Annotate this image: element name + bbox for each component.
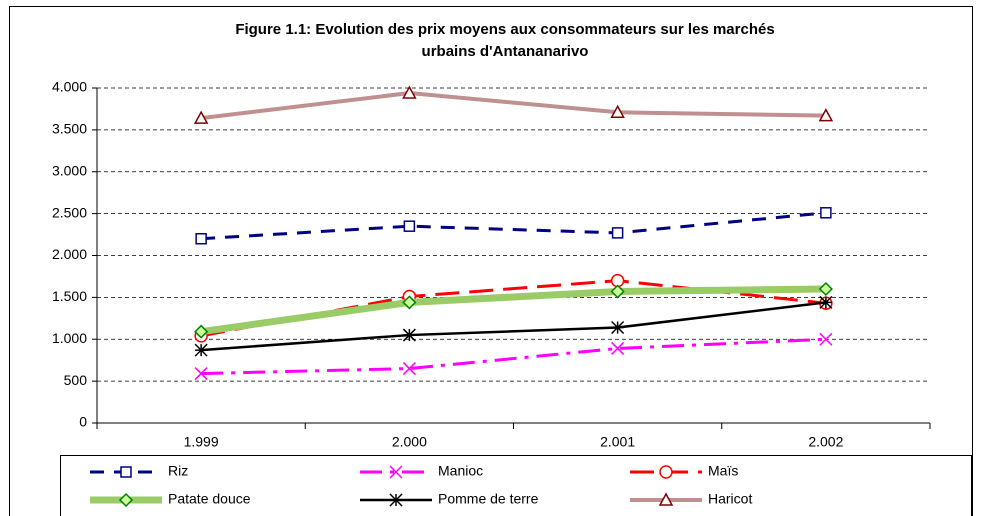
legend-box (60, 455, 972, 516)
marker (118, 492, 134, 508)
marker-part (118, 492, 134, 508)
marker-part (819, 332, 833, 346)
y-tick-label: 3.000 (52, 162, 87, 178)
x-tick-label: 2.002 (808, 434, 843, 450)
chart-subtitle: urbains d'Antananarivo (422, 43, 589, 60)
legend-label: Patate douce (168, 491, 251, 507)
marker-part (389, 465, 403, 479)
marker (818, 108, 834, 122)
series-line (201, 337, 826, 376)
marker (194, 324, 209, 339)
y-tick-label: 1.500 (52, 288, 87, 304)
chart-title: Figure 1.1: Evolution des prix moyens au… (235, 21, 774, 38)
y-tick-label: 500 (64, 372, 88, 388)
legend-label: Haricot (708, 491, 752, 507)
marker-part (194, 324, 209, 339)
marker (658, 492, 674, 506)
marker-part (194, 367, 208, 381)
series-line (200, 91, 826, 121)
legend-label: Riz (168, 463, 188, 479)
marker (402, 85, 417, 99)
marker (402, 328, 416, 342)
marker (819, 332, 833, 346)
marker (120, 466, 132, 478)
y-tick-label: 1.000 (52, 330, 87, 346)
marker (402, 362, 416, 376)
marker (819, 295, 833, 309)
marker-part (193, 110, 209, 124)
marker-part (820, 207, 832, 219)
x-tick-label: 1.999 (184, 434, 219, 450)
marker (610, 284, 625, 299)
legend-label: Maïs (708, 463, 738, 479)
marker (659, 465, 673, 479)
marker (194, 367, 208, 381)
marker (610, 104, 625, 119)
marker-part (120, 466, 132, 478)
chart-border (9, 6, 973, 516)
y-tick-label: 2.500 (52, 204, 87, 220)
marker-part (402, 85, 417, 99)
y-tick-label: 0 (79, 414, 87, 430)
marker (389, 493, 403, 507)
marker (611, 341, 625, 355)
y-tick-label: 4.000 (52, 79, 87, 95)
marker-part (610, 104, 625, 119)
marker-part (818, 108, 834, 122)
marker (195, 233, 207, 245)
marker (402, 295, 417, 310)
marker-part (818, 281, 833, 297)
marker (194, 343, 208, 357)
marker (611, 227, 624, 239)
marker-part (611, 227, 624, 239)
marker (820, 207, 832, 219)
legend-label: Pomme de terre (438, 491, 539, 507)
marker-part (195, 233, 207, 245)
x-tick-label: 2.001 (600, 434, 635, 450)
marker-part (659, 465, 673, 479)
marker-part (610, 284, 625, 299)
legend-label: Manioc (438, 463, 483, 479)
marker (389, 465, 403, 479)
y-tick-label: 3.500 (52, 121, 87, 137)
series-line (201, 301, 827, 352)
marker (193, 110, 209, 124)
series-line (200, 285, 826, 336)
marker-part (611, 341, 625, 355)
marker-part (403, 220, 416, 232)
series-line (201, 211, 827, 241)
marker-part (658, 492, 674, 506)
marker (403, 220, 416, 232)
y-tick-label: 2.000 (52, 246, 87, 262)
marker-part (402, 362, 416, 376)
x-tick-label: 2.000 (392, 434, 427, 450)
marker-part (402, 295, 417, 310)
marker (818, 281, 833, 297)
marker (611, 320, 625, 335)
